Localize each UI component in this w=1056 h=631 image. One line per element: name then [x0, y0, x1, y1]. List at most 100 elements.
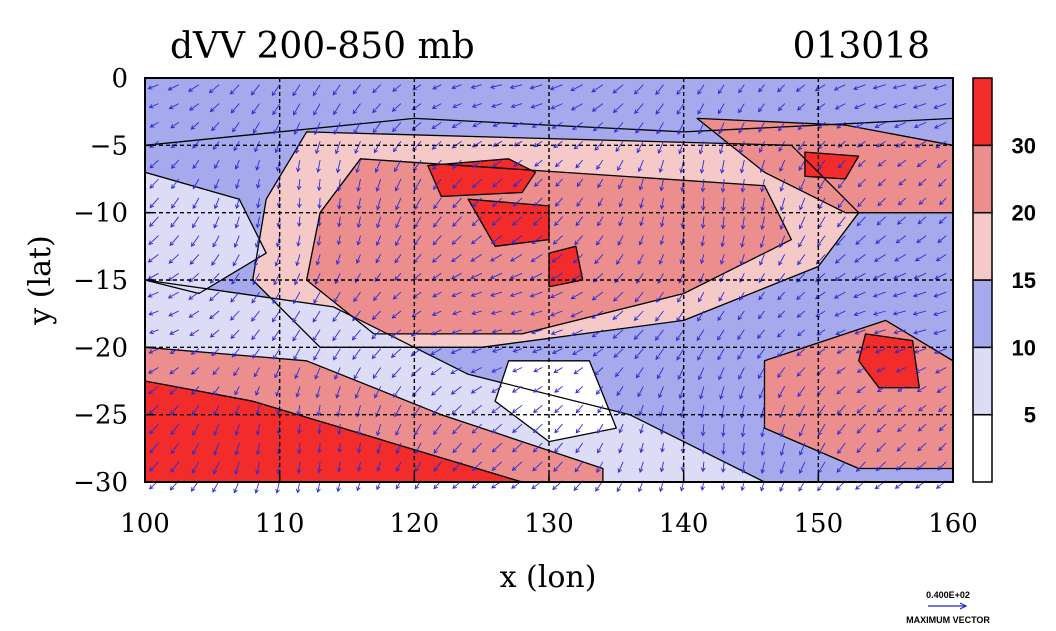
- x-tick-label: 160: [928, 509, 978, 539]
- x-axis-ticks: 100 110 120 130 140 150 160: [120, 474, 978, 539]
- wind-vector-440: [549, 84, 563, 91]
- wind-vector-404: [511, 235, 523, 244]
- wind-vector-566: [658, 386, 664, 399]
- wind-vector-414: [512, 423, 523, 434]
- wind-vector-438: [532, 461, 543, 472]
- wind-vector-496: [591, 310, 604, 319]
- wind-vector-693: [777, 291, 786, 301]
- wind-vector-147: [274, 367, 281, 379]
- wind-vector-349: [452, 442, 462, 454]
- wind-vector-818: [897, 159, 907, 167]
- wind-vector-603: [699, 254, 705, 265]
- wind-vector-734: [817, 235, 826, 247]
- wind-vector-548: [638, 461, 644, 473]
- wind-vector-194: [317, 424, 322, 435]
- wind-vector-802: [873, 272, 886, 280]
- wind-vector-392: [491, 423, 503, 434]
- wind-vector-573: [676, 103, 685, 115]
- wind-vector-669: [759, 254, 765, 266]
- wind-vector-105: [234, 405, 240, 416]
- wind-vector-465: [573, 140, 584, 150]
- wind-vector-97: [232, 254, 240, 267]
- wind-vector-552: [656, 122, 664, 135]
- wind-vector-89: [230, 103, 240, 114]
- wind-vector-12: [148, 310, 159, 316]
- wind-vector-178: [313, 122, 321, 136]
- wind-vector-868: [934, 272, 947, 280]
- wind-vector-752: [837, 159, 846, 169]
- wind-vector-258: [374, 386, 382, 399]
- wind-vector-420: [531, 121, 543, 128]
- wind-vector-670: [758, 273, 765, 284]
- contour-central-salmon-band: [305, 158, 793, 335]
- wind-vector-807: [876, 367, 886, 373]
- wind-vector-854: [917, 423, 927, 432]
- wind-vector-605: [698, 291, 705, 303]
- wind-vector-397: [510, 103, 523, 109]
- colorbar-tick-label: 5: [1024, 403, 1036, 428]
- wind-vector-74: [212, 235, 220, 248]
- wind-vector-209: [333, 291, 341, 304]
- wind-vector-476: [572, 348, 583, 355]
- wind-vector-612: [700, 424, 706, 437]
- contour-equatorial-band: [145, 78, 953, 146]
- wind-vector-165: [293, 291, 301, 305]
- wind-vector-156: [293, 122, 301, 135]
- wind-vector-181: [316, 178, 322, 192]
- wind-vector-764: [836, 386, 846, 395]
- wind-vector-256: [371, 348, 382, 360]
- wind-vector-521: [614, 367, 624, 378]
- wind-vector-501: [597, 404, 604, 414]
- colorbar: 5 10 15 20 30: [972, 77, 1036, 483]
- wind-vector-249: [376, 216, 382, 229]
- wind-vector-616: [718, 84, 725, 95]
- wind-vector-187: [313, 291, 321, 304]
- wind-vector-413: [511, 404, 523, 414]
- x-tick-label: 100: [120, 509, 170, 539]
- wind-vector-229: [355, 254, 361, 264]
- wind-vector-663: [758, 141, 765, 154]
- contour-se-salmon-band: [763, 319, 953, 470]
- wind-vector-192: [315, 386, 321, 399]
- wind-vector-94: [235, 197, 240, 210]
- wind-vector-345: [450, 367, 462, 374]
- wind-vector-467: [576, 178, 584, 188]
- wind-vector-518: [612, 310, 624, 321]
- wind-vector-261: [376, 442, 382, 455]
- wind-vector-837: [912, 103, 927, 109]
- wind-vector-503: [597, 442, 604, 454]
- wind-vector-428: [529, 272, 543, 280]
- wind-vector-875: [938, 404, 947, 413]
- wind-vector-324: [431, 386, 442, 396]
- wind-vector-383: [490, 254, 503, 262]
- wind-vector-723: [799, 442, 806, 456]
- wind-vector-118: [254, 235, 260, 248]
- wind-vector-480: [575, 423, 584, 434]
- chart-title: dVV 200-850 mb: [170, 26, 475, 67]
- wind-vector-526: [617, 461, 624, 474]
- wind-vector-201: [334, 141, 341, 155]
- wind-vector-826: [892, 310, 907, 316]
- wind-vector-309: [431, 103, 442, 109]
- wind-vector-416: [511, 461, 523, 472]
- wind-vector-798: [877, 197, 887, 207]
- wind-vector-211: [332, 329, 341, 342]
- wind-vector-858: [933, 84, 947, 90]
- wind-vector-67: [209, 103, 220, 113]
- contour-south-red-core: [145, 380, 523, 482]
- wind-vector-388: [491, 348, 503, 353]
- wind-vector-544: [637, 386, 644, 398]
- wind-vector-809: [876, 404, 886, 413]
- wind-vector-186: [314, 273, 321, 285]
- max-vector-caption: MAXIMUM VECTOR: [906, 615, 990, 625]
- wind-vector-510: [617, 159, 624, 172]
- wind-vector-656: [740, 424, 746, 438]
- wind-vector-489: [597, 178, 604, 189]
- wind-vector-300: [410, 348, 422, 357]
- wind-vector-784: [855, 348, 866, 354]
- wind-vector-458: [554, 423, 563, 434]
- wind-vector-402: [512, 197, 523, 207]
- wind-vector-68: [211, 122, 220, 132]
- wind-vector-55: [188, 291, 200, 300]
- wind-vector-106: [234, 423, 240, 437]
